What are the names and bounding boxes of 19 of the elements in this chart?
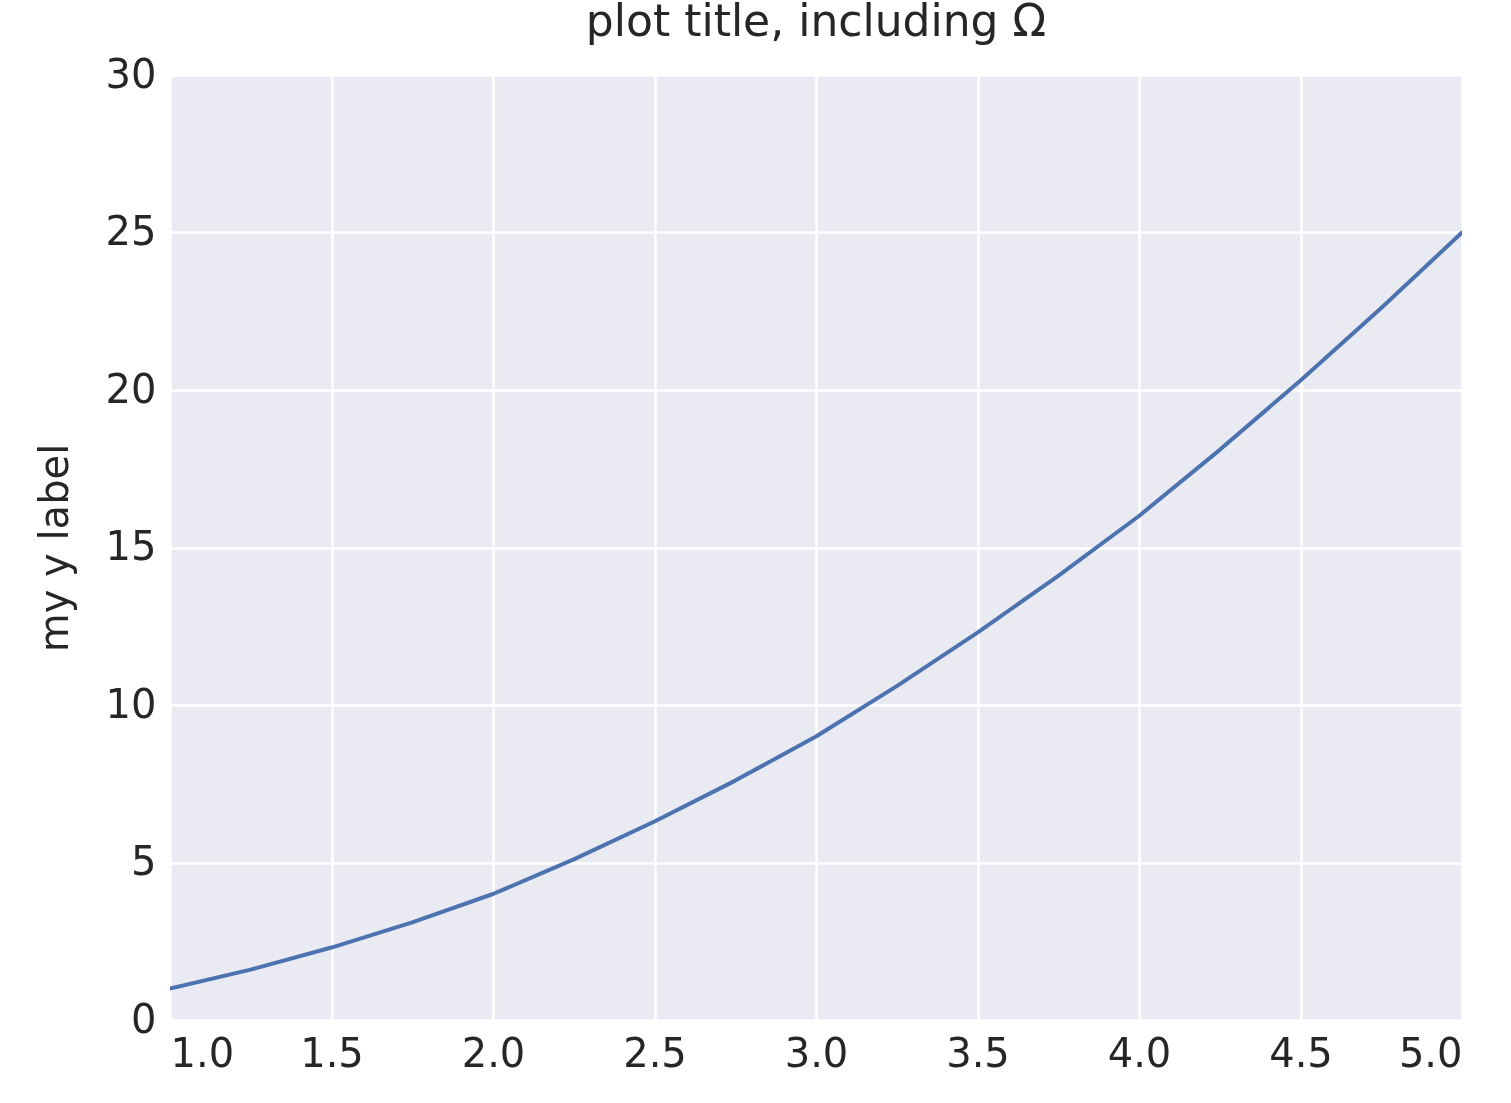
x-tick-label: 5.0 bbox=[1398, 1029, 1463, 1076]
y-tick-label: 30 bbox=[105, 50, 157, 97]
chart-title: plot title, including Ω bbox=[585, 0, 1047, 46]
x-tick-label: 4.5 bbox=[1269, 1029, 1333, 1076]
y-tick-label: 10 bbox=[105, 680, 157, 727]
x-tick-label: 1.0 bbox=[170, 1029, 235, 1076]
x-tick-label: 3.5 bbox=[946, 1029, 1010, 1076]
x-tick-label: 2.0 bbox=[461, 1029, 526, 1076]
y-tick-label: 5 bbox=[131, 838, 157, 884]
line-series bbox=[170, 230, 1462, 991]
y-tick-label: 0 bbox=[131, 995, 157, 1042]
x-tick-label: 2.5 bbox=[623, 1029, 687, 1076]
x-tick-label: 1.5 bbox=[300, 1029, 364, 1076]
x-tick-label: 4.0 bbox=[1107, 1029, 1172, 1076]
y-tick-label: 15 bbox=[105, 523, 157, 569]
y-axis-title: my y label bbox=[30, 443, 77, 653]
y-tick-label: 20 bbox=[105, 365, 157, 412]
x-tick-label: 3.0 bbox=[784, 1029, 849, 1076]
y-tick-label: 25 bbox=[105, 208, 157, 254]
